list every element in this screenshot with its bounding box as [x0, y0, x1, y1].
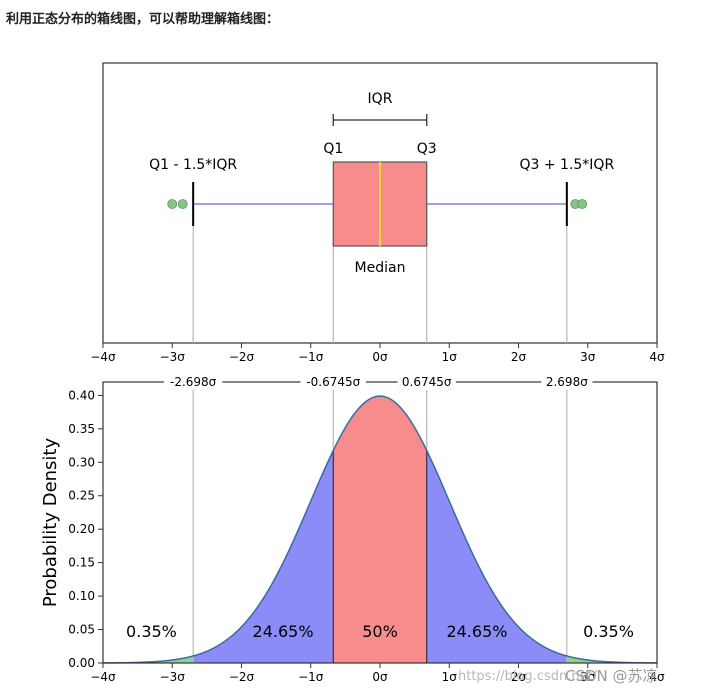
- region-percent-label: 50%: [362, 622, 398, 641]
- marker-label-bg: [397, 374, 456, 390]
- y-tick-label: 0.40: [68, 388, 95, 402]
- x-tick-label: 1σ: [442, 350, 458, 364]
- x-tick-label: 1σ: [442, 670, 458, 684]
- box-plot: IQR Q1 Q3 Q1 - 1.5*IQR Q3 + 1.5*IQR Median −4σ…: [90, 62, 665, 364]
- outlier-point: [577, 199, 588, 209]
- x-tick-label: 0σ: [372, 350, 388, 364]
- density-curve: [102, 395, 658, 664]
- x-tick-label: 4σ: [649, 670, 665, 684]
- y-tick-label: 0.25: [68, 489, 95, 503]
- density-region: [193, 450, 334, 663]
- outlier-point: [167, 199, 178, 209]
- x-tick-label: 4σ: [649, 350, 665, 364]
- x-tick-label: 3σ: [580, 670, 596, 684]
- x-tick-label: −4σ: [90, 350, 116, 364]
- upper-fence-label: Q3 + 1.5*IQR: [519, 157, 614, 173]
- y-axis-label: Probability Density: [40, 438, 61, 608]
- density-region: [333, 396, 427, 663]
- outlier-point: [177, 199, 188, 209]
- page-heading: 利用正态分布的箱线图，可以帮助理解箱线图：: [6, 12, 280, 27]
- x-tick-label: −1σ: [298, 670, 324, 684]
- y-tick-label: 0.00: [68, 656, 95, 670]
- x-tick-label: −1σ: [298, 350, 324, 364]
- x-tick-label: −2σ: [229, 350, 255, 364]
- x-tick-label: 2σ: [511, 670, 527, 684]
- y-tick-label: 0.35: [68, 422, 95, 436]
- marker-label-bg: [541, 374, 593, 390]
- density-plot: -2.698σ -0.6745σ 0.6745σ 2.698σ 0.35% 24.65% 5…: [40, 374, 665, 684]
- x-tick-label: 2σ: [511, 350, 527, 364]
- density-region: [426, 450, 567, 663]
- density-region: [103, 655, 194, 663]
- x-tick-label: −2σ: [229, 670, 255, 684]
- q3-label: Q3: [417, 141, 437, 157]
- watermarks: https://blog.csdn.net/ CSDN @苏凉: [458, 667, 658, 685]
- x-tick-label: 0σ: [372, 670, 388, 684]
- y-tick-label: 0.20: [68, 522, 95, 536]
- watermark-brand: CSDN @苏凉: [565, 667, 658, 685]
- density-region: [566, 655, 657, 663]
- marker-label: -2.698σ: [170, 375, 217, 389]
- x-tick-label: −4σ: [90, 670, 116, 684]
- median-label: Median: [355, 260, 406, 276]
- region-percent-label: 0.35%: [583, 622, 634, 641]
- marker-label-bg: [300, 374, 367, 390]
- watermark-url: https://blog.csdn.net/: [458, 669, 598, 684]
- marker-label: -0.6745σ: [306, 375, 360, 389]
- x-tick-label: −3σ: [160, 670, 186, 684]
- x-tick-label: −3σ: [160, 350, 186, 364]
- lower-fence-label: Q1 - 1.5*IQR: [149, 157, 237, 173]
- iqr-label: IQR: [368, 91, 393, 107]
- region-percent-label: 0.35%: [126, 622, 177, 641]
- y-tick-label: 0.30: [68, 455, 95, 469]
- x-tick-label: 3σ: [580, 350, 596, 364]
- y-tick-label: 0.15: [68, 556, 95, 570]
- marker-label-bg: [163, 374, 223, 390]
- y-tick-label: 0.05: [68, 623, 95, 637]
- marker-label: 0.6745σ: [402, 375, 452, 389]
- y-tick-label: 0.10: [68, 589, 95, 603]
- q1-label: Q1: [323, 141, 343, 157]
- region-percent-label: 24.65%: [446, 622, 507, 641]
- region-percent-label: 24.65%: [253, 622, 314, 641]
- marker-label: 2.698σ: [546, 375, 588, 389]
